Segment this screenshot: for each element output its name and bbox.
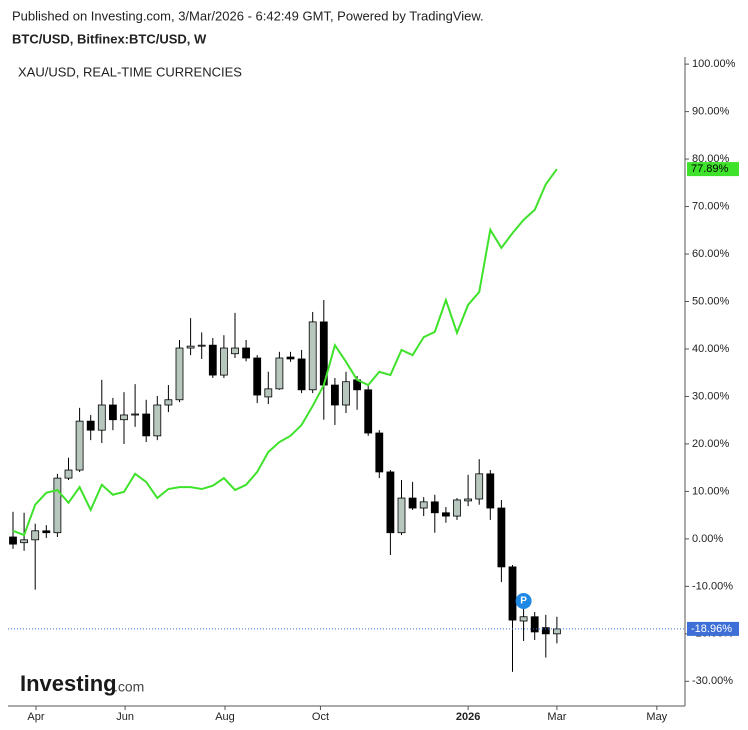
y-tick-label: -10.00% xyxy=(692,580,733,592)
candle-body xyxy=(497,507,506,568)
candle-body xyxy=(408,497,417,509)
candle-body xyxy=(53,477,62,534)
candle-body xyxy=(186,345,195,349)
event-marker xyxy=(515,593,532,610)
candle-body xyxy=(97,404,106,431)
candle-body xyxy=(31,530,40,541)
candle-body xyxy=(475,473,484,500)
candle-body xyxy=(20,539,28,544)
y-tick-label: 30.00% xyxy=(692,390,730,402)
candle-body xyxy=(64,469,73,479)
y-tick-label: 40.00% xyxy=(692,343,730,355)
candle-body xyxy=(342,381,350,406)
candle-body xyxy=(430,501,439,514)
candle-body xyxy=(453,499,461,517)
last-price-label: -18.96% xyxy=(691,623,732,635)
candle-body xyxy=(464,498,473,502)
line-last-label: 77.89% xyxy=(691,163,729,175)
y-tick-label: 70.00% xyxy=(692,200,730,212)
logo: Investing xyxy=(20,671,117,696)
line-last-box xyxy=(687,162,739,177)
x-tick-label: Jun xyxy=(116,711,134,723)
x-tick-label: 2026 xyxy=(456,711,480,723)
y-tick-label: 20.00% xyxy=(692,438,730,450)
candle-body xyxy=(442,512,450,517)
candle-body xyxy=(264,388,273,398)
candle-body xyxy=(364,389,373,434)
candle-body xyxy=(108,404,117,421)
candle-body xyxy=(308,321,317,391)
candle-body xyxy=(75,420,84,471)
event-marker-label: P xyxy=(520,596,527,607)
candle-body xyxy=(530,616,539,633)
y-tick-label: 90.00% xyxy=(692,106,730,118)
candle-body xyxy=(397,497,406,534)
candle-body xyxy=(508,566,517,621)
candle-body xyxy=(164,399,173,406)
x-tick-label: Mar xyxy=(547,711,566,723)
x-tick-label: Aug xyxy=(215,711,235,723)
candle-body xyxy=(153,404,162,437)
published-note: Published on Investing.com, 3/Mar/2026 -… xyxy=(12,8,484,23)
y-tick-label: 80.00% xyxy=(692,153,730,165)
candle-body xyxy=(231,347,239,355)
compare-series-name: XAU/USD, REAL-TIME CURRENCIES xyxy=(18,64,242,79)
candle-body xyxy=(275,357,284,390)
candle-body xyxy=(519,616,528,622)
x-tick-label: Apr xyxy=(27,711,44,723)
candle-body xyxy=(419,501,428,509)
candle-body xyxy=(9,536,17,545)
candle-body xyxy=(197,344,206,347)
last-price-box xyxy=(687,621,739,636)
candle-body xyxy=(331,384,339,406)
candle-body xyxy=(386,471,395,534)
x-tick-label: Oct xyxy=(312,711,329,723)
candle-body xyxy=(131,413,139,416)
candle-body xyxy=(42,530,51,534)
candle-body xyxy=(208,344,217,376)
logo-suffix: .com xyxy=(114,679,144,695)
candle-body xyxy=(120,414,128,421)
y-tick-label: 100.00% xyxy=(692,58,736,70)
candle-body xyxy=(142,413,151,437)
candle-body xyxy=(219,347,228,376)
candle-body xyxy=(253,357,262,396)
candle-body xyxy=(541,627,550,635)
y-tick-label: 60.00% xyxy=(692,248,730,260)
candle-body xyxy=(242,347,250,359)
y-tick-label: 50.00% xyxy=(692,295,730,307)
y-tick-label: 0.00% xyxy=(692,533,723,545)
candle-body xyxy=(86,420,95,431)
gold-line xyxy=(12,168,558,537)
main-series-name: BTC/USD, Bitfinex:BTC/USD, W xyxy=(12,31,207,46)
candle-body xyxy=(175,347,184,401)
candle-body xyxy=(297,358,306,391)
y-tick-label: -30.00% xyxy=(692,675,733,687)
y-tick-label: 10.00% xyxy=(692,485,730,497)
candle-body xyxy=(375,432,384,473)
candle-body xyxy=(286,356,295,360)
x-tick-label: May xyxy=(646,711,667,723)
candle-body xyxy=(486,473,495,509)
candle-body xyxy=(553,628,561,635)
